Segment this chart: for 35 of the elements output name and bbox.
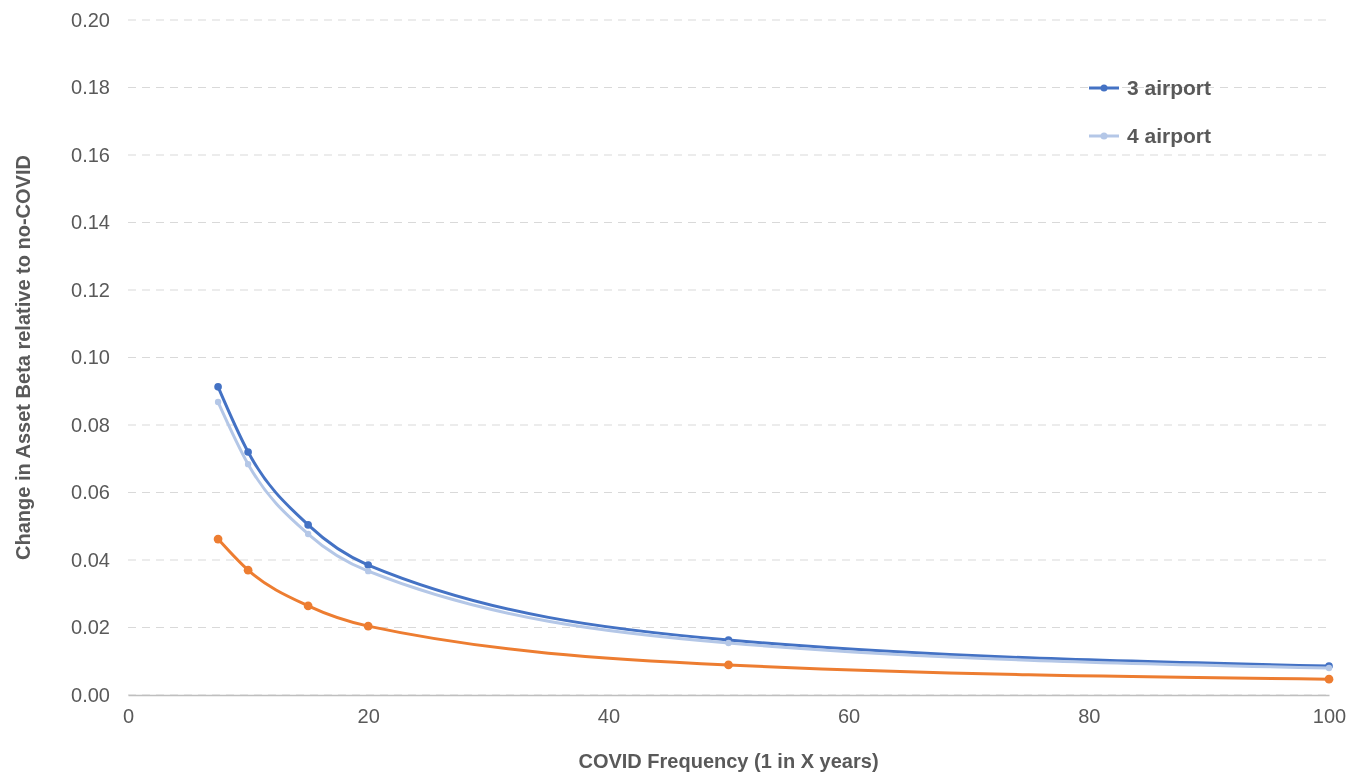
point: [244, 460, 252, 468]
point: [243, 565, 253, 575]
y-tick-label: 0.10: [71, 346, 110, 369]
point: [304, 521, 312, 529]
x-tick-label: 40: [597, 705, 621, 728]
x-axis-title: COVID Frequency (1 in X years): [578, 750, 879, 772]
y-tick-label: 0.18: [71, 76, 110, 99]
y-tick-label: 0.04: [71, 548, 110, 571]
y-tick-label: 0.06: [71, 481, 110, 504]
legend-label: 3 airport: [1127, 76, 1212, 100]
x-tick-label: 100: [1312, 705, 1347, 728]
x-tick-label: 80: [1078, 705, 1101, 728]
x-tick-label: 20: [357, 705, 380, 728]
point: [724, 660, 733, 670]
y-tick-label: 0.02: [71, 616, 110, 639]
x-tick-label: 60: [837, 705, 861, 728]
point: [214, 383, 222, 391]
point: [363, 621, 373, 631]
point: [365, 567, 372, 575]
y-tick-label: 0.08: [71, 413, 110, 436]
y-tick-label: 0.12: [71, 278, 110, 301]
x-tick-label: 0: [122, 705, 135, 728]
point: [364, 561, 373, 569]
point: [303, 601, 313, 611]
point: [244, 448, 252, 456]
point: [1324, 674, 1334, 684]
y-tick-label: 0.20: [71, 8, 110, 31]
point: [214, 398, 222, 406]
legend-label: 4 airport: [1127, 124, 1212, 148]
point: [304, 530, 312, 538]
y-tick-label: 0.16: [71, 143, 110, 166]
y-tick-label: 0.14: [71, 211, 110, 234]
y-axis-title: Change in Asset Beta relative to no-COVID: [12, 155, 34, 560]
y-tick-label: 0.00: [71, 683, 110, 706]
point: [213, 534, 223, 544]
